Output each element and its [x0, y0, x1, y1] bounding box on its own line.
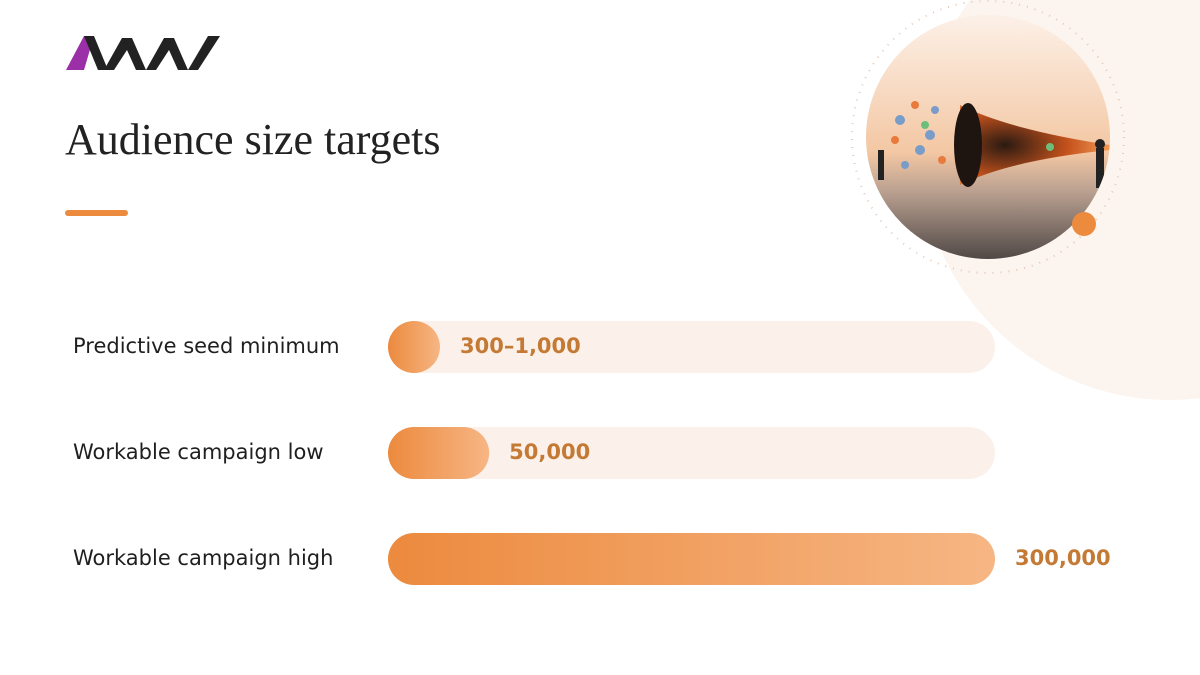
bar: [388, 533, 995, 585]
title-underline: [65, 210, 128, 216]
value-label: 300,000: [1015, 546, 1111, 570]
dotted-ring: [851, 0, 1125, 274]
bar-track: [388, 321, 995, 373]
accent-dot: [1072, 212, 1096, 236]
category-label: Predictive seed minimum: [73, 334, 340, 358]
bar: [388, 321, 440, 373]
category-label: Workable campaign high: [73, 546, 333, 570]
logo: [66, 36, 220, 70]
hero-image: [866, 15, 1110, 259]
bar: [388, 427, 490, 479]
value-label: 300–1,000: [460, 334, 581, 358]
category-label: Workable campaign low: [73, 440, 324, 464]
bar-track: [388, 427, 995, 479]
chart-title: Audience size targets: [65, 115, 440, 164]
value-label: 50,000: [509, 440, 590, 464]
